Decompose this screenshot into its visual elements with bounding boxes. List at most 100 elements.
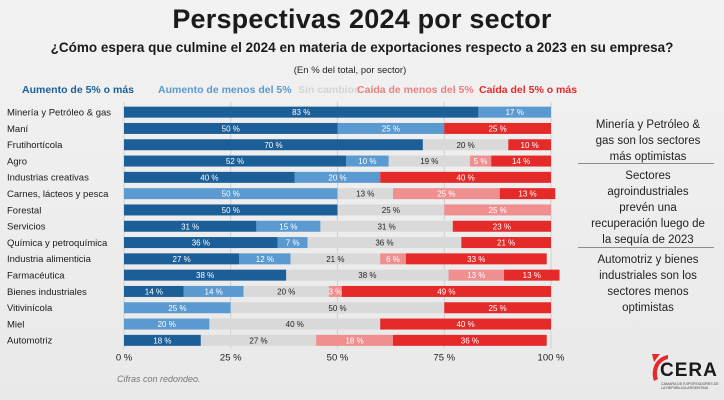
bar-segment [124,188,338,200]
logo-wordmark: CERA [660,360,718,381]
data-label: 13 % [356,190,374,199]
data-label: 25 % [382,206,400,215]
bar-segment [124,220,257,232]
sidebar-text-agroindustriales: Sectores agroindustriales prevén una rec… [591,170,705,246]
category-label: Industria alimenticia [7,254,92,265]
data-label: 40 % [456,173,474,182]
data-label: 25 % [489,304,507,313]
bar-segment [491,155,551,167]
data-label: 5 % [474,157,488,166]
data-label: 40 % [286,320,304,329]
data-label: 13 % [523,271,541,280]
bar-segment [380,171,551,183]
category-label: Vitivinícola [7,303,53,314]
category-label: Carnes, lácteos y pesca [7,189,109,200]
bar-segment [393,188,500,200]
data-label: 50 % [328,304,346,313]
footnote: Cifras con redondeo. [117,374,201,384]
data-label: 14 % [145,287,163,296]
category-label: Agro [7,156,27,167]
data-label: 52 % [226,157,244,166]
bar-segment [124,155,347,167]
data-label: 25 % [382,124,400,133]
bar-segment [393,334,547,346]
data-label: 20 % [456,141,474,150]
bar-segment [277,237,308,249]
bar-segment [444,122,551,134]
category-label: Farmacéutica [7,270,65,281]
bar-segment [239,253,291,265]
bar-segment [124,139,423,151]
data-label: 38 % [196,271,214,280]
bar-segment [444,204,551,216]
data-label: 23 % [493,222,511,231]
data-label: 36 % [461,336,479,345]
data-label: 15 % [279,222,297,231]
bar-segment [124,106,479,118]
bar-segment [341,285,551,297]
x-tick-label: 50 % [327,353,349,364]
data-label: 25 % [168,304,186,313]
bar-segment [448,269,505,281]
category-label: Miel [7,319,24,330]
data-label: 18 % [153,336,171,345]
bar-segment [243,285,329,297]
bar-segment [316,334,394,346]
data-label: 50 % [222,190,240,199]
data-label: 31 % [377,222,395,231]
data-label: 13 % [467,271,485,280]
legend-item-caida-menos-5: Caída de menos del 5% [357,84,474,96]
bar-segment [346,155,389,167]
bar-segment [461,237,551,249]
legend: Aumento de 5% o más Aumento de menos del… [0,84,724,98]
category-label: Automotriz [7,336,53,347]
data-label: 25 % [437,190,455,199]
bar-segment [294,171,381,183]
bar-segment [337,122,445,134]
data-label: 13 % [518,190,536,199]
data-label: 20 % [277,287,295,296]
sidebar-divider [578,163,714,164]
data-label: 3 % [328,287,342,296]
sidebar-text-menos-optimistas: Automotriz y bienes industriales son los… [597,254,699,314]
data-label: 40 % [456,320,474,329]
bar-segment [124,253,240,265]
bar-segment [124,122,338,134]
x-tick-label: 100 % [538,353,565,364]
bar-segment [124,204,338,216]
bar-segment [124,318,210,330]
x-tick-label: 25 % [220,353,242,364]
data-label: 12 % [256,255,274,264]
category-label: Química y petroquímica [7,238,108,249]
category-label: Industrias creativas [7,173,89,184]
bar-segment [124,269,287,281]
data-label: 31 % [181,222,199,231]
data-label: 10 % [358,157,376,166]
category-label: Maní [7,124,28,135]
bar-segment [290,253,381,265]
data-label: 20 % [158,320,176,329]
logo-tagline: CÁMARA DE EXPORTADORES DE LA REPÚBLICA A… [661,382,719,390]
bar-segment [444,302,551,314]
data-label: 7 % [286,239,300,248]
bar-segment [183,285,244,297]
data-label: 70 % [264,141,282,150]
bar-segment [499,188,556,200]
data-label: 21 % [326,255,344,264]
bar-segment [380,253,406,265]
bar-segment [469,155,492,167]
chart-subtitle: ¿Cómo espera que culmine el 2024 en mate… [50,40,674,55]
category-label: Frutihortícola [7,140,63,151]
cera-logo-icon [652,354,668,381]
data-label: 40 % [200,173,218,182]
data-label: 14 % [512,157,530,166]
data-label: 19 % [420,157,438,166]
bar-segment [124,237,278,249]
bar-segment [388,155,470,167]
category-label: Minería y Petróleo & gas [7,107,111,118]
data-label: 49 % [437,287,455,296]
bar-segment [380,318,551,330]
data-label: 10 % [521,141,539,150]
bar-segment [422,139,509,151]
